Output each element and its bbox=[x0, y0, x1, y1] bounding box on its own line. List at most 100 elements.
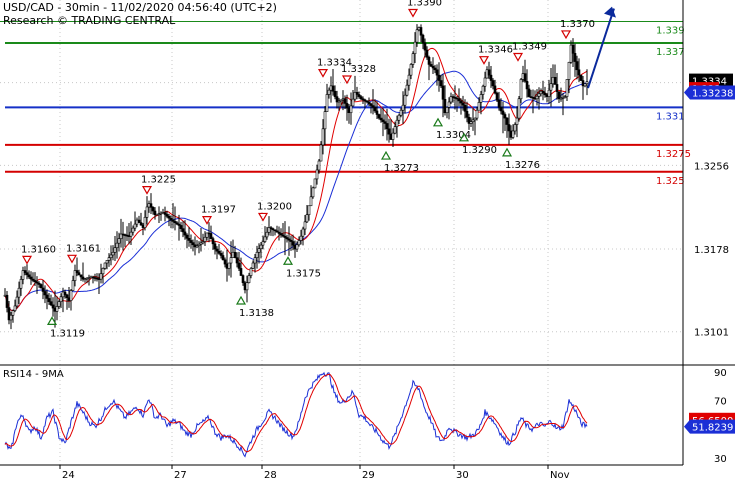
high-marker bbox=[141, 186, 153, 195]
low-label: 1.3304 bbox=[436, 130, 471, 141]
candle-body bbox=[383, 121, 387, 124]
candle-body bbox=[299, 235, 303, 241]
candle-body bbox=[313, 178, 317, 189]
candle-body bbox=[115, 242, 119, 249]
candle-body bbox=[113, 247, 117, 253]
candle-body bbox=[579, 74, 583, 81]
candle-body bbox=[51, 304, 55, 309]
candle-body bbox=[17, 287, 21, 298]
candle-body bbox=[243, 282, 247, 291]
candle-body bbox=[121, 233, 125, 236]
high-marker bbox=[257, 212, 269, 222]
candle-body bbox=[407, 74, 411, 86]
candle-body bbox=[269, 227, 273, 229]
candle-body bbox=[117, 238, 121, 244]
candle-body bbox=[3, 294, 7, 297]
candle-body bbox=[231, 251, 235, 258]
candle-body bbox=[501, 110, 505, 115]
candle-body bbox=[339, 99, 343, 102]
candle-body bbox=[275, 230, 279, 233]
candle-body bbox=[357, 94, 361, 97]
candle-body bbox=[437, 74, 441, 81]
candle-body bbox=[239, 268, 243, 276]
candle-body bbox=[139, 222, 143, 226]
rsi-value-box bbox=[684, 419, 735, 434]
candle-body bbox=[371, 105, 375, 108]
candle-body bbox=[123, 234, 127, 236]
low-label: 1.3276 bbox=[505, 160, 540, 171]
candle-body bbox=[181, 228, 185, 233]
candle-body bbox=[199, 242, 203, 245]
candle-body bbox=[359, 96, 363, 100]
candle-body bbox=[413, 41, 417, 54]
high-marker bbox=[560, 30, 572, 40]
candle-body bbox=[401, 104, 405, 111]
candle-body bbox=[29, 276, 33, 280]
symbol-title: USD/CAD - 30min - 11/02/2020 04:56:40 (U… bbox=[3, 1, 277, 14]
candle-body bbox=[585, 81, 589, 85]
candle-body bbox=[281, 234, 285, 237]
candle-body bbox=[567, 61, 571, 80]
candle-body bbox=[47, 298, 51, 302]
candle-body bbox=[541, 90, 545, 94]
candle-body bbox=[79, 274, 83, 278]
candle-body bbox=[131, 227, 135, 233]
bid-price-label: 1.33238 bbox=[692, 89, 733, 100]
candle-body bbox=[277, 231, 281, 234]
candle-body bbox=[443, 99, 447, 114]
candle-body bbox=[223, 259, 227, 265]
high-label: 1.3346 bbox=[478, 45, 513, 56]
candle-body bbox=[209, 233, 213, 239]
candle-body bbox=[505, 117, 509, 125]
candle-body bbox=[331, 85, 335, 92]
levels: 1.339 1.337 1.331 1.3275 1.325 bbox=[0, 20, 691, 187]
candle-body bbox=[517, 98, 521, 119]
annotations: 1.3160 1.3119 1.3161 1.3225 1.3197 1.3138 1.32… bbox=[21, 0, 595, 339]
candle-body bbox=[9, 314, 13, 321]
candle-body bbox=[487, 69, 491, 76]
candle-body bbox=[435, 69, 439, 76]
candle-body bbox=[527, 88, 531, 97]
candle-body bbox=[41, 287, 45, 292]
candle-body bbox=[571, 44, 575, 54]
high-label: 1.3349 bbox=[512, 41, 547, 52]
candle-body bbox=[271, 228, 275, 231]
high-label: 1.3390 bbox=[407, 0, 442, 8]
candle-body bbox=[583, 83, 587, 87]
candle-body bbox=[433, 67, 437, 71]
candle-body bbox=[537, 93, 541, 97]
high-marker bbox=[66, 254, 78, 264]
candle-body bbox=[375, 110, 379, 115]
candle-body bbox=[409, 64, 413, 76]
candle-body bbox=[405, 84, 409, 96]
candle-body bbox=[245, 282, 249, 291]
candle-body bbox=[427, 56, 431, 65]
candle-body bbox=[37, 282, 41, 285]
candle-body bbox=[495, 92, 499, 101]
low-marker bbox=[46, 316, 58, 325]
candle-body bbox=[93, 277, 97, 279]
candle-body bbox=[507, 124, 511, 132]
high-marker bbox=[201, 216, 213, 225]
candle-body bbox=[325, 94, 329, 112]
candle-body bbox=[315, 169, 319, 180]
candle-body bbox=[183, 231, 187, 236]
candle-body bbox=[577, 69, 581, 76]
low-marker bbox=[380, 150, 392, 160]
candle-body bbox=[237, 262, 241, 269]
candle-body bbox=[465, 110, 469, 118]
candle-body bbox=[39, 284, 43, 289]
time-tick-label: 27 bbox=[174, 470, 187, 480]
candle-body bbox=[241, 275, 245, 283]
high-label: 1.3328 bbox=[341, 64, 376, 75]
candle-body bbox=[573, 53, 577, 62]
candle-body bbox=[45, 294, 49, 299]
candle-body bbox=[363, 99, 367, 102]
candle-body bbox=[287, 238, 291, 241]
candle-body bbox=[173, 221, 177, 224]
candle-body bbox=[203, 236, 207, 242]
candle-body bbox=[175, 222, 179, 225]
candle-body bbox=[229, 257, 233, 264]
candle-body bbox=[415, 29, 419, 43]
